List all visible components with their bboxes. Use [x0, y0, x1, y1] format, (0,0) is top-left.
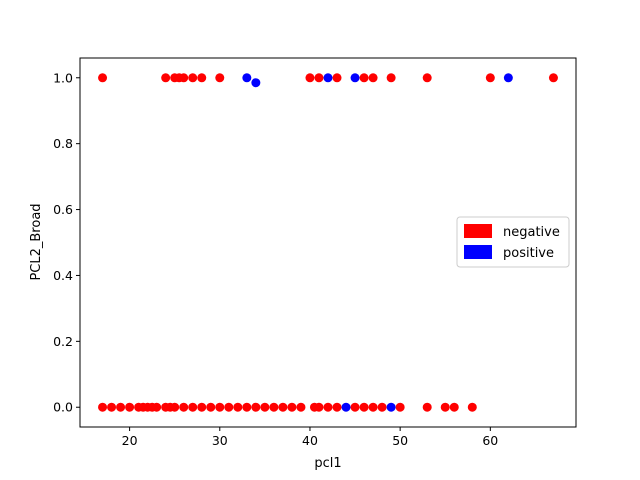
point-negative-0 [98, 73, 108, 83]
point-positive-3 [350, 73, 360, 83]
y-tick-label-4: 0.8 [53, 136, 73, 151]
point-negative-44 [314, 402, 324, 412]
point-negative-28 [170, 402, 180, 412]
point-positive-6 [386, 402, 396, 412]
point-negative-29 [179, 402, 189, 412]
point-negative-37 [251, 402, 261, 412]
point-positive-4 [503, 73, 513, 83]
point-positive-5 [341, 402, 351, 412]
point-negative-31 [197, 402, 207, 412]
point-negative-46 [332, 402, 342, 412]
point-negative-45 [323, 402, 333, 412]
point-negative-38 [260, 402, 270, 412]
x-tick-label-4: 60 [482, 433, 498, 448]
legend-swatch-negative [464, 224, 492, 238]
point-negative-16 [548, 73, 558, 83]
point-negative-10 [332, 73, 342, 83]
point-negative-48 [359, 402, 369, 412]
y-tick-label-1: 0.2 [53, 334, 73, 349]
point-negative-19 [116, 402, 126, 412]
point-negative-15 [485, 73, 495, 83]
point-negative-11 [359, 73, 369, 83]
x-tick-label-2: 40 [302, 433, 318, 448]
point-negative-40 [278, 402, 288, 412]
point-negative-51 [395, 402, 405, 412]
x-tick-label-3: 50 [392, 433, 408, 448]
point-negative-7 [215, 73, 225, 83]
point-negative-30 [188, 402, 198, 412]
point-negative-53 [440, 402, 450, 412]
x-tick-label-1: 30 [212, 433, 228, 448]
points-layer [98, 73, 558, 412]
y-tick-label-0: 0.0 [53, 400, 73, 415]
point-negative-8 [305, 73, 315, 83]
point-negative-32 [206, 402, 216, 412]
point-negative-41 [287, 402, 297, 412]
point-positive-1 [251, 78, 261, 88]
y-tick-label-2: 0.4 [53, 268, 73, 283]
point-negative-18 [107, 402, 117, 412]
point-negative-49 [368, 402, 378, 412]
legend-swatch-positive [464, 245, 492, 259]
point-negative-50 [377, 402, 387, 412]
point-negative-33 [215, 402, 225, 412]
point-negative-4 [179, 73, 189, 83]
point-negative-34 [224, 402, 234, 412]
point-negative-12 [368, 73, 378, 83]
legend-label-positive: positive [503, 246, 554, 261]
point-negative-6 [197, 73, 207, 83]
point-negative-42 [296, 402, 306, 412]
y-axis-label: PCL2_Broad [29, 203, 44, 280]
point-negative-25 [152, 402, 162, 412]
point-negative-54 [449, 402, 459, 412]
x-axis-ticks: 20 30 40 50 60 [122, 427, 498, 448]
point-negative-5 [188, 73, 198, 83]
point-negative-9 [314, 73, 324, 83]
point-negative-20 [125, 402, 135, 412]
point-negative-36 [242, 402, 252, 412]
legend: negative positive [456, 216, 570, 268]
point-negative-55 [467, 402, 477, 412]
point-positive-2 [323, 73, 333, 83]
x-axis-label: pcl1 [314, 456, 341, 471]
plot-frame [79, 57, 577, 428]
point-positive-0 [242, 73, 252, 83]
point-negative-52 [422, 402, 432, 412]
point-negative-17 [98, 402, 108, 412]
point-negative-14 [422, 73, 432, 83]
y-tick-label-3: 0.6 [53, 202, 73, 217]
legend-label-negative: negative [503, 225, 560, 240]
point-negative-13 [386, 73, 396, 83]
x-tick-label-0: 20 [122, 433, 138, 448]
point-negative-47 [350, 402, 360, 412]
point-negative-35 [233, 402, 243, 412]
point-negative-39 [269, 402, 279, 412]
point-negative-1 [161, 73, 171, 83]
y-axis-ticks: 0.0 0.2 0.4 0.6 0.8 1.0 [53, 70, 80, 415]
y-tick-label-5: 1.0 [53, 70, 73, 85]
